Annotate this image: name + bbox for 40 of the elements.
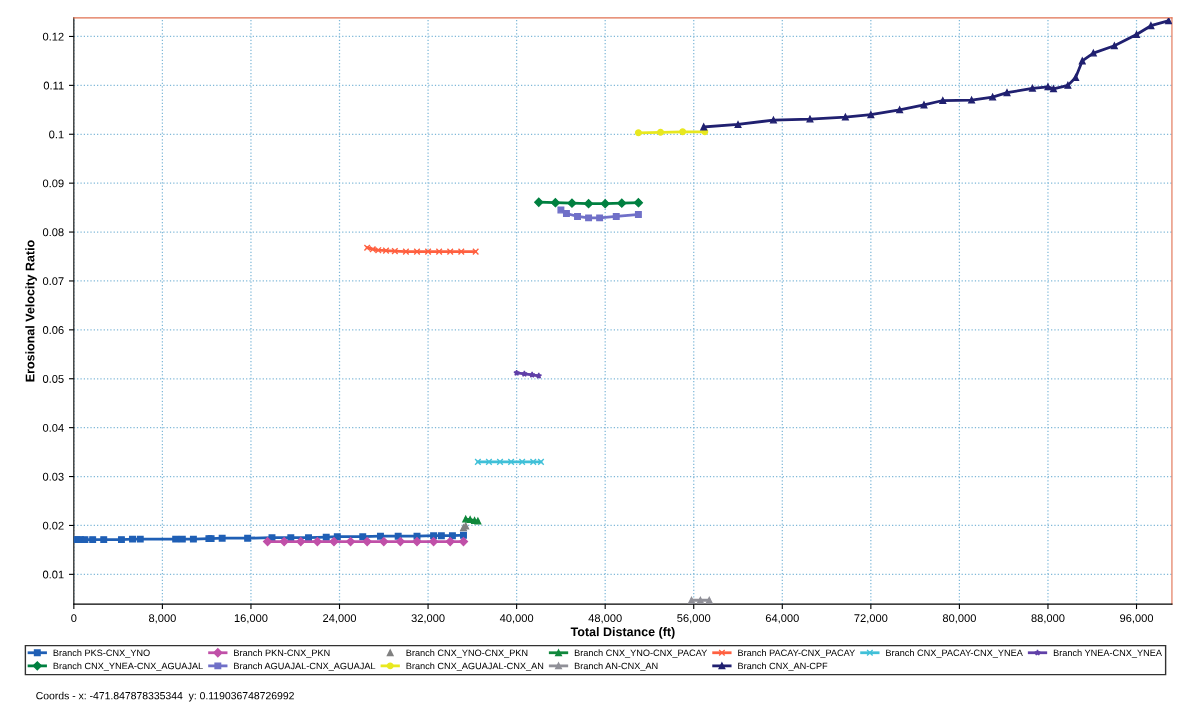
legend-label: Branch PACAY-CNX_PACAY: [738, 649, 855, 658]
y-tick-label: 0.06: [42, 326, 64, 334]
legend-label: Branch CNX_PACAY-CNX_YNEA: [886, 649, 1023, 658]
y-tick-label: 0.01: [42, 570, 64, 579]
legend-label: Branch CNX_YNO-CNX_PACAY: [574, 649, 708, 658]
x-tick-label: 96,000: [1120, 614, 1154, 624]
x-tick-label: 32,000: [411, 614, 445, 624]
text: Coords - x: -471.847878335344 y: 0.119036748726992: [36, 691, 294, 702]
legend-label: Branch AGUAJAL-CNX_AGUAJAL: [234, 662, 376, 671]
y-tick-label: 0.09: [42, 179, 64, 188]
x-axis-title: Total Distance (ft): [570, 627, 675, 639]
y-tick-label: 0.07: [42, 277, 64, 286]
x-tick-label: 0: [71, 614, 77, 623]
y-tick-label: 0.1: [49, 130, 64, 139]
x-tick-label: 88,000: [1031, 614, 1065, 624]
legend-label: Branch PKS-CNX_YNO: [53, 649, 150, 658]
x-tick-label: 16,000: [234, 614, 268, 624]
y-tick-label: 0.11: [43, 81, 64, 90]
legend-label: Branch AN-CNX_AN: [574, 662, 658, 671]
legend-label: Branch PKN-CNX_PKN: [234, 649, 330, 658]
y-tick-label: 0.02: [42, 521, 64, 530]
x-tick-label: 56,000: [677, 614, 711, 624]
x-tick-label: 64,000: [765, 614, 799, 624]
y-axis-title: Erosional Velocity Ratio: [25, 240, 37, 382]
y-tick-label: 0.12: [42, 32, 64, 41]
legend-label: Branch CNX_AGUAJAL-CNX_AN: [406, 662, 544, 671]
y-tick-label: 0.03: [42, 472, 64, 481]
legend-label: Branch CNX_YNO-CNX_PKN: [406, 649, 528, 658]
x-tick-label: 8,000: [148, 614, 176, 624]
legend-label: Branch CNX_AN-CPF: [738, 662, 828, 671]
y-tick-label: 0.08: [42, 228, 64, 237]
legend-label: Branch CNX_YNEA-CNX_AGUAJAL: [53, 662, 203, 671]
x-tick-label: 24,000: [323, 614, 357, 624]
x-tick-label: 72,000: [854, 614, 888, 624]
y-tick-label: 0.04: [42, 423, 64, 432]
x-tick-label: 48,000: [588, 614, 622, 624]
x-tick-label: 40,000: [499, 614, 534, 624]
x-tick-label: 80,000: [942, 614, 976, 624]
legend-label: Branch YNEA-CNX_YNEA: [1053, 649, 1162, 658]
y-tick-label: 0.05: [42, 375, 64, 383]
